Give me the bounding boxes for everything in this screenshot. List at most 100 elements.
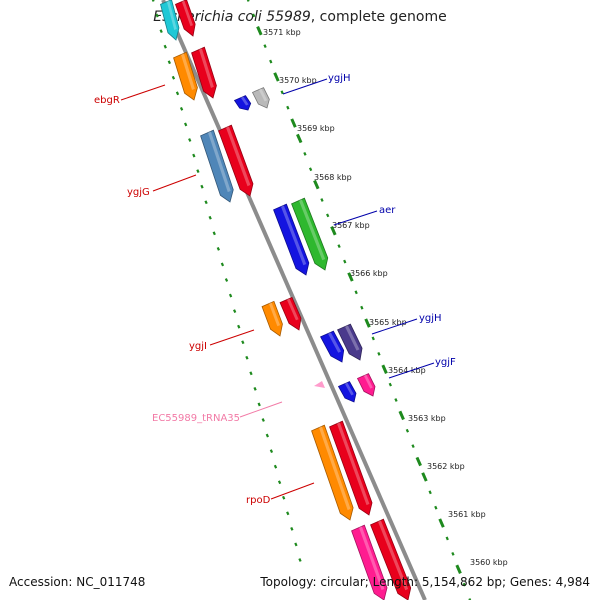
genome-backbone: [161, 0, 427, 600]
gene-features: [160, 0, 412, 600]
tick-label: 3568 kbp: [314, 173, 352, 182]
minor-tick: [468, 598, 472, 600]
gene-leader-line: [120, 84, 166, 101]
gene-label: ygjG: [127, 187, 150, 198]
feature-blue-aer-a: [273, 203, 310, 276]
major-tick: [290, 118, 297, 128]
tick-label: 3565 kbp: [369, 318, 407, 327]
minor-tick: [343, 259, 347, 264]
feature-red-ygjI-highlight: [286, 298, 299, 321]
minor-tick: [212, 231, 216, 236]
minor-tick: [428, 490, 432, 495]
minor-tick: [326, 213, 330, 218]
gene-label: rpoD: [246, 495, 271, 506]
tick-label: 3562 kbp: [427, 462, 465, 471]
minor-tick: [167, 60, 171, 65]
minor-tick: [245, 355, 249, 360]
feature-grey-top: [251, 87, 270, 109]
feature-blue-ygjF-body: [337, 381, 357, 403]
feature-red-rpoD-body: [329, 420, 373, 516]
tick-label: 3567 kbp: [332, 221, 370, 230]
minor-tick: [233, 309, 237, 314]
minor-tick: [237, 324, 241, 329]
genome-summary: Topology: circular; Length: 5,154,862 bp…: [260, 575, 590, 589]
major-tick: [273, 72, 280, 82]
minor-tick: [286, 105, 290, 110]
major-tick: [347, 272, 354, 282]
minor-tick: [280, 90, 284, 95]
feature-orange-ebgR: [173, 51, 198, 101]
feature-green-aer-highlight: [298, 199, 326, 261]
gene-label: aer: [379, 205, 396, 216]
tick-label: 3570 kbp: [279, 76, 317, 85]
minor-tick: [204, 200, 208, 205]
minor-tick: [257, 402, 261, 407]
tick-label: 3560 kbp: [470, 558, 508, 567]
minor-tick: [371, 336, 375, 341]
major-tick: [364, 318, 371, 328]
feature-red-top-body: [175, 0, 196, 37]
minor-tick: [290, 526, 294, 531]
feature-steel-ygjG-highlight: [207, 131, 231, 193]
feature-red-rpoD-highlight: [336, 422, 370, 506]
feature-red-bottom-body: [370, 518, 412, 600]
gene-label: EC55989_tRNA35: [152, 413, 240, 424]
minor-tick: [269, 449, 274, 454]
minor-tick: [282, 495, 286, 500]
minor-tick: [354, 290, 358, 295]
feature-green-aer-body: [291, 197, 329, 271]
minor-tick: [405, 428, 410, 433]
gene-label: ygjF: [435, 357, 456, 368]
feature-pink-bottom-body: [351, 524, 388, 600]
feature-cyan-top-highlight: [166, 0, 177, 30]
title-suffix: , complete genome: [310, 9, 447, 25]
feature-red-ebgR: [191, 46, 217, 99]
feature-pink-ygjF: [356, 373, 376, 397]
gene-leader-line: [371, 318, 418, 335]
gene-leader-line: [239, 401, 283, 418]
minor-tick: [216, 246, 220, 251]
gene-leader-line: [388, 362, 435, 379]
minor-tick: [277, 480, 282, 485]
minor-tick: [261, 418, 265, 422]
minor-tick: [388, 382, 392, 387]
feature-red-ygjI-body: [279, 296, 302, 331]
minor-tick: [220, 262, 225, 267]
tick-label: 3564 kbp: [388, 366, 426, 375]
feature-red-ygjG: [218, 124, 254, 197]
accession-label: Accession: NC_011748: [9, 575, 146, 589]
feature-pink-ygjF-body: [356, 373, 376, 397]
gene-leader-line: [270, 482, 315, 500]
major-tick: [455, 564, 462, 574]
minor-tick: [462, 582, 466, 587]
major-tick: [438, 518, 445, 528]
feature-orange-rpoD: [311, 424, 354, 521]
feature-trna: [314, 381, 325, 388]
feature-blue-aer-a-highlight: [280, 205, 307, 266]
major-tick: [313, 179, 320, 190]
minor-tick: [360, 305, 364, 310]
minor-tick: [175, 91, 180, 96]
feature-red-rpoD: [329, 420, 373, 516]
feature-steel-ygjG: [200, 129, 234, 203]
feature-purple-ygjH-highlight: [344, 325, 360, 351]
right-tick-track: [246, 0, 472, 600]
minor-tick: [155, 13, 159, 18]
major-tick: [381, 364, 388, 374]
minor-tick: [394, 398, 398, 402]
minor-tick: [224, 278, 229, 282]
major-tick: [415, 456, 422, 467]
feature-red-top: [175, 0, 196, 37]
feature-orange-ygjI-body: [261, 300, 283, 337]
minor-tick: [184, 122, 188, 127]
minor-tick: [151, 0, 155, 2]
feature-grey-top-body: [251, 87, 270, 109]
minor-tick: [159, 29, 163, 34]
tick-label: 3566 kbp: [350, 269, 388, 278]
minor-tick: [228, 293, 233, 298]
minor-tick: [252, 13, 256, 18]
feature-orange-ygjI-highlight: [268, 302, 281, 327]
left-tick-track: [151, 0, 302, 562]
feature-red-bottom: [370, 518, 412, 600]
